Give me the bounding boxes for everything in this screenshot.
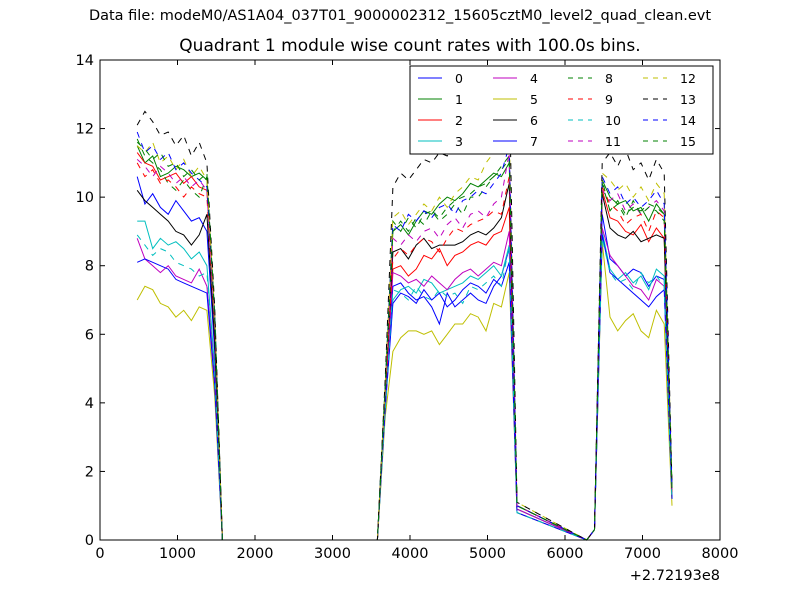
legend-label-10: 10: [605, 113, 621, 128]
series-line-8: [136, 138, 673, 541]
legend-label-7: 7: [530, 134, 538, 149]
y-tick-label: 0: [85, 533, 94, 549]
series-line-7: [136, 234, 673, 541]
x-tick-label: 5000: [469, 546, 506, 562]
x-tick-label: 2000: [237, 546, 274, 562]
legend-label-9: 9: [605, 92, 613, 107]
legend-label-6: 6: [530, 113, 538, 128]
series-line-15: [136, 141, 673, 541]
y-tick-label: 12: [76, 122, 94, 138]
chart-title: Quadrant 1 module wise count rates with …: [179, 36, 641, 56]
series-line-6: [136, 183, 673, 541]
legend-label-2: 2: [455, 113, 463, 128]
x-tick-label: 3000: [314, 546, 351, 562]
x-tick-label: 0: [95, 546, 104, 562]
x-tick-label: 6000: [547, 546, 584, 562]
y-tick-label: 10: [76, 190, 94, 206]
x-offset-label: +2.72193e8: [630, 568, 720, 584]
series-line-4: [136, 227, 673, 541]
legend-label-12: 12: [680, 71, 696, 86]
series-line-5: [136, 241, 673, 541]
legend-label-3: 3: [455, 134, 463, 149]
y-tick-label: 14: [76, 53, 94, 69]
legend-frame: [409, 65, 714, 155]
y-tick-label: 6: [85, 327, 94, 343]
x-tick-label: 4000: [392, 546, 429, 562]
legend-label-0: 0: [455, 71, 463, 86]
series-lines: [136, 76, 673, 541]
legend-label-8: 8: [605, 71, 613, 86]
legend-label-14: 14: [680, 113, 696, 128]
legend-label-5: 5: [530, 92, 538, 107]
series-line-10: [136, 234, 673, 541]
series-line-9: [136, 162, 673, 541]
y-tick-label: 4: [85, 396, 94, 412]
axis-ticks: 0 1000 2000 3000 4000 5000 6000 7000 80000246810…: [76, 53, 739, 562]
legend-label-4: 4: [530, 71, 538, 86]
series-line-11: [136, 152, 673, 541]
x-tick-label: 7000: [624, 546, 661, 562]
x-tick-label: 1000: [159, 546, 196, 562]
legend-label-11: 11: [605, 134, 621, 149]
series-line-2: [136, 152, 673, 541]
y-tick-label: 2: [85, 464, 94, 480]
y-tick-label: 8: [85, 259, 94, 275]
legend-label-13: 13: [680, 92, 696, 107]
figure-suptitle: Data file: modeM0/AS1A04_037T01_90000023…: [88, 8, 712, 24]
series-line-0: [136, 176, 673, 541]
series-line-1: [136, 145, 673, 541]
series-line-14: [136, 131, 673, 541]
legend-label-15: 15: [680, 134, 696, 149]
legend-label-1: 1: [455, 92, 463, 107]
x-tick-label: 8000: [702, 546, 739, 562]
